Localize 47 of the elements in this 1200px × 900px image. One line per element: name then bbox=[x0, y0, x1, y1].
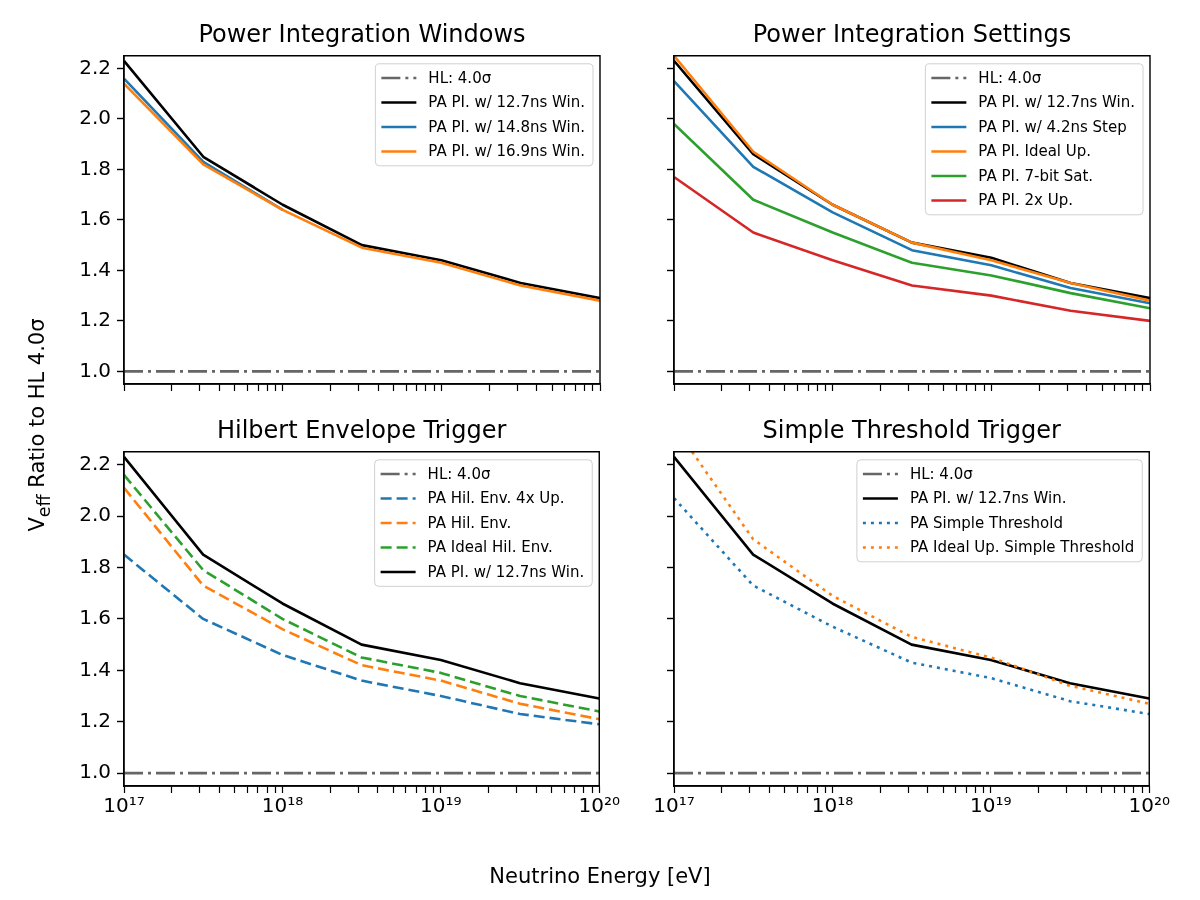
legend-label: PA PI. w/ 4.2ns Step bbox=[978, 117, 1127, 136]
chart-title: Simple Threshold Trigger bbox=[762, 415, 1061, 444]
legend-label: PA PI. w/ 14.8ns Win. bbox=[428, 117, 586, 136]
y-tick-label: 1.8 bbox=[79, 155, 111, 180]
chart-title: Power Integration Settings bbox=[752, 19, 1072, 48]
legend-label: PA Hil. Env. 4x Up. bbox=[427, 489, 565, 508]
y-tick-label: 1.2 bbox=[79, 307, 111, 332]
x-tick-label: 10¹⁹ bbox=[970, 793, 1012, 818]
legend-label: HL: 4.0σ bbox=[978, 68, 1042, 87]
legend-label: PA PI. w/ 16.9ns Win. bbox=[428, 142, 586, 161]
y-tick-label: 1.8 bbox=[79, 553, 111, 578]
chart-title: Power Integration Windows bbox=[198, 19, 526, 48]
legend-label: PA PI. w/ 12.7ns Win. bbox=[909, 489, 1067, 508]
x-tick-label: 10¹⁹ bbox=[420, 793, 462, 818]
legend-label: PA PI. w/ 12.7ns Win. bbox=[428, 93, 586, 112]
legend-label: PA Ideal Up. Simple Threshold bbox=[909, 538, 1135, 557]
chart-title: Hilbert Envelope Trigger bbox=[216, 415, 507, 444]
x-tick-label: 10²⁰ bbox=[1128, 793, 1170, 818]
x-tick-label: 10¹⁸ bbox=[261, 793, 304, 818]
legend-label: HL: 4.0σ bbox=[909, 464, 974, 483]
x-tick-label: 10¹⁷ bbox=[653, 793, 695, 818]
legend-label: PA Simple Threshold bbox=[909, 513, 1063, 532]
y-tick-label: 2.0 bbox=[79, 502, 111, 527]
legend-label: HL: 4.0σ bbox=[427, 464, 491, 483]
legend-label: HL: 4.0σ bbox=[428, 68, 492, 87]
y-tick-label: 1.0 bbox=[79, 759, 111, 784]
legend-label: PA PI. Ideal Up. bbox=[978, 142, 1092, 161]
x-tick-label: 10¹⁸ bbox=[811, 793, 854, 818]
legend-label: PA Ideal Hil. Env. bbox=[427, 538, 553, 557]
legend-label: PA PI. 7-bit Sat. bbox=[978, 166, 1094, 185]
x-tick-label: 10¹⁷ bbox=[103, 793, 145, 818]
y-tick-label: 1.6 bbox=[79, 605, 111, 630]
legend-label: PA PI. 2x Up. bbox=[978, 191, 1073, 210]
y-tick-label: 1.6 bbox=[79, 206, 111, 231]
y-tick-label: 1.0 bbox=[79, 357, 111, 382]
y-tick-label: 2.2 bbox=[79, 450, 111, 475]
legend-label: PA Hil. Env. bbox=[427, 513, 512, 532]
y-tick-label: 2.0 bbox=[79, 105, 111, 130]
x-tick-label: 10²⁰ bbox=[578, 793, 620, 818]
y-tick-label: 1.2 bbox=[79, 707, 111, 732]
x-axis-title: Neutrino Energy [eV] bbox=[489, 864, 711, 890]
y-tick-label: 1.4 bbox=[79, 656, 111, 681]
line-series bbox=[124, 553, 600, 726]
legend-label: PA PI. w/ 12.7ns Win. bbox=[978, 93, 1136, 112]
y-tick-label: 1.4 bbox=[79, 256, 111, 281]
legend-label: PA PI. w/ 12.7ns Win. bbox=[427, 562, 585, 581]
y-tick-label: 2.2 bbox=[79, 54, 111, 79]
